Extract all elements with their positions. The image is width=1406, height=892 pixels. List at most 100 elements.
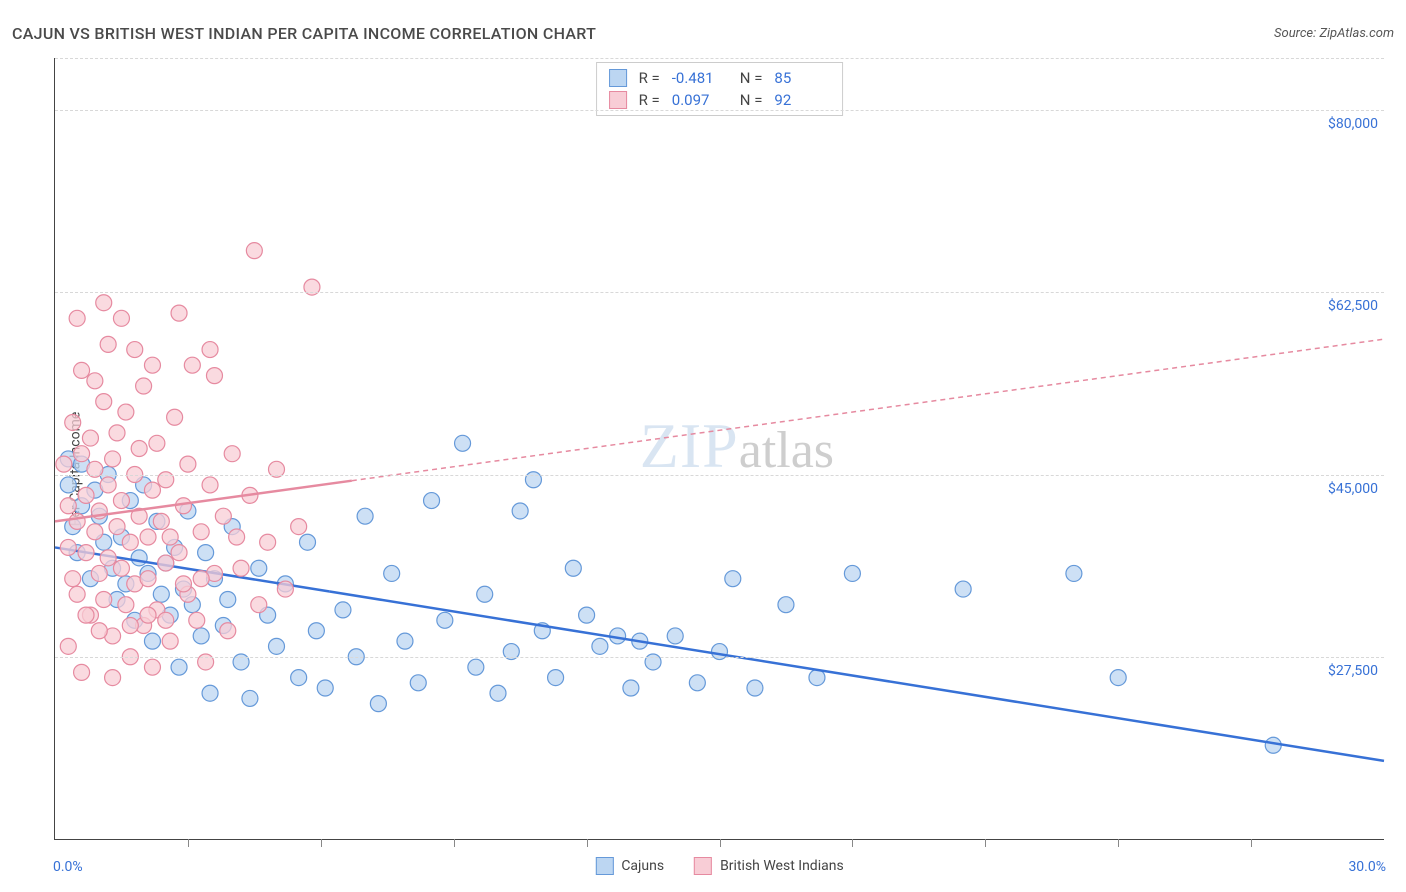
scatter-point xyxy=(397,633,413,649)
scatter-point xyxy=(202,685,218,701)
x-axis-end-label: 30.0% xyxy=(1348,859,1386,875)
scatter-point xyxy=(171,545,187,561)
scatter-point xyxy=(122,534,138,550)
scatter-point xyxy=(193,571,209,587)
scatter-point xyxy=(153,513,169,529)
source-prefix: Source: xyxy=(1274,26,1319,41)
x-tick xyxy=(852,839,853,847)
scatter-point xyxy=(490,685,506,701)
scatter-point xyxy=(202,477,218,493)
scatter-point xyxy=(224,446,240,462)
scatter-point xyxy=(162,529,178,545)
scatter-point xyxy=(144,633,160,649)
scatter-point xyxy=(153,586,169,602)
chart-header: CAJUN VS BRITISH WEST INDIAN PER CAPITA … xyxy=(12,24,1394,52)
scatter-point xyxy=(136,378,152,394)
legend-label: British West Indians xyxy=(720,858,844,874)
scatter-point xyxy=(162,633,178,649)
scatter-point xyxy=(291,519,307,535)
scatter-point xyxy=(105,451,121,467)
bottom-legend: Cajuns British West Indians xyxy=(595,857,843,875)
scatter-point xyxy=(171,659,187,675)
scatter-point xyxy=(175,576,191,592)
scatter-point xyxy=(220,623,236,639)
scatter-point xyxy=(87,524,103,540)
scatter-point xyxy=(109,519,125,535)
stats-legend-box: R =-0.481N =85R =0.097N =92 xyxy=(596,62,844,116)
gridline xyxy=(55,292,1384,293)
x-tick xyxy=(188,839,189,847)
scatter-point xyxy=(410,675,426,691)
plot-area: ZIPatlas R =-0.481N =85R =0.097N =92 0.0… xyxy=(54,58,1384,840)
x-tick xyxy=(720,839,721,847)
stats-N-value: 85 xyxy=(774,69,830,87)
scatter-point xyxy=(384,565,400,581)
gridline xyxy=(55,110,1384,111)
scatter-point xyxy=(548,670,564,686)
y-tick-label: $62,500 xyxy=(1328,298,1378,314)
x-tick xyxy=(1118,839,1119,847)
scatter-point xyxy=(144,482,160,498)
stats-R-value: 0.097 xyxy=(672,91,728,109)
y-tick-label: $45,000 xyxy=(1328,481,1378,497)
scatter-point xyxy=(69,586,85,602)
x-tick xyxy=(587,839,588,847)
scatter-point xyxy=(82,430,98,446)
scatter-point xyxy=(113,310,129,326)
scatter-point xyxy=(477,586,493,602)
scatter-point xyxy=(140,607,156,623)
x-tick xyxy=(454,839,455,847)
scatter-point xyxy=(565,560,581,576)
scatter-point xyxy=(140,571,156,587)
stats-N-label: N = xyxy=(740,69,763,87)
scatter-point xyxy=(149,435,165,451)
scatter-point xyxy=(78,607,94,623)
scatter-point xyxy=(74,362,90,378)
scatter-point xyxy=(809,670,825,686)
gridline xyxy=(55,475,1384,476)
source-attribution: Source: ZipAtlas.com xyxy=(1274,26,1394,41)
scatter-point xyxy=(118,597,134,613)
legend-label: Cajuns xyxy=(621,858,664,874)
scatter-point xyxy=(180,456,196,472)
scatter-point xyxy=(512,503,528,519)
scatter-point xyxy=(193,524,209,540)
stats-R-label: R = xyxy=(639,69,660,87)
scatter-point xyxy=(229,529,245,545)
scatter-point xyxy=(242,690,258,706)
scatter-point xyxy=(105,670,121,686)
scatter-point xyxy=(167,409,183,425)
scatter-point xyxy=(220,591,236,607)
scatter-point xyxy=(623,680,639,696)
scatter-point xyxy=(1066,565,1082,581)
scatter-point xyxy=(91,565,107,581)
scatter-point xyxy=(96,295,112,311)
scatter-point xyxy=(158,555,174,571)
x-tick xyxy=(985,839,986,847)
legend-item: Cajuns xyxy=(595,857,664,875)
scatter-point xyxy=(202,342,218,358)
scatter-point xyxy=(131,441,147,457)
scatter-point xyxy=(269,638,285,654)
scatter-point xyxy=(74,446,90,462)
scatter-point xyxy=(144,357,160,373)
scatter-point xyxy=(69,310,85,326)
scatter-point xyxy=(251,597,267,613)
scatter-point xyxy=(74,664,90,680)
scatter-point xyxy=(335,602,351,618)
y-tick-label: $80,000 xyxy=(1328,116,1378,132)
stats-N-label: N = xyxy=(740,91,763,109)
stats-row: R =0.097N =92 xyxy=(609,89,831,111)
scatter-point xyxy=(955,581,971,597)
scatter-point xyxy=(118,404,134,420)
legend-item: British West Indians xyxy=(694,857,844,875)
scatter-point xyxy=(60,539,76,555)
stats-row: R =-0.481N =85 xyxy=(609,67,831,89)
scatter-point xyxy=(144,659,160,675)
scatter-point xyxy=(291,670,307,686)
scatter-point xyxy=(357,508,373,524)
scatter-point xyxy=(60,638,76,654)
stats-swatch xyxy=(609,91,627,109)
scatter-point xyxy=(171,305,187,321)
scatter-point xyxy=(122,618,138,634)
